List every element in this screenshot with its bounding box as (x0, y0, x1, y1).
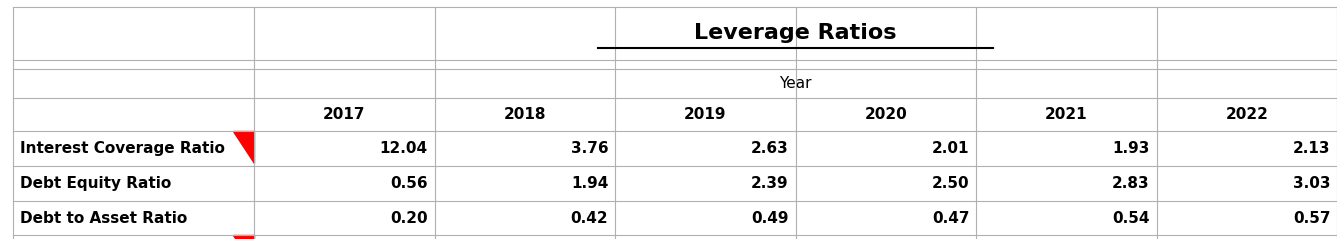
Text: 1.93: 1.93 (1112, 141, 1150, 156)
Text: Debt to Asset Ratio: Debt to Asset Ratio (20, 211, 187, 226)
Text: 2.39: 2.39 (751, 176, 789, 191)
Text: 3.03: 3.03 (1293, 176, 1330, 191)
Text: 0.57: 0.57 (1293, 211, 1330, 226)
Text: 2.01: 2.01 (932, 141, 969, 156)
Text: 0.42: 0.42 (571, 211, 608, 226)
Text: 2020: 2020 (865, 107, 906, 122)
Text: 0.56: 0.56 (390, 176, 428, 191)
Text: 2.83: 2.83 (1112, 176, 1150, 191)
Polygon shape (233, 235, 254, 239)
Text: 0.49: 0.49 (751, 211, 789, 226)
Text: Debt Equity Ratio: Debt Equity Ratio (20, 176, 171, 191)
Text: 0.20: 0.20 (390, 211, 428, 226)
Text: 0.47: 0.47 (932, 211, 969, 226)
Text: Year: Year (779, 76, 812, 91)
Text: Interest Coverage Ratio: Interest Coverage Ratio (20, 141, 225, 156)
Polygon shape (233, 131, 254, 163)
Text: 2017: 2017 (324, 107, 365, 122)
Text: 2019: 2019 (685, 107, 726, 122)
Text: 2018: 2018 (504, 107, 545, 122)
Text: 12.04: 12.04 (380, 141, 428, 156)
Text: 2.50: 2.50 (932, 176, 969, 191)
Text: Leverage Ratios: Leverage Ratios (694, 23, 897, 43)
Text: 2022: 2022 (1225, 107, 1269, 122)
Text: 2.63: 2.63 (751, 141, 789, 156)
Text: 2.13: 2.13 (1293, 141, 1330, 156)
Text: 2021: 2021 (1046, 107, 1087, 122)
Text: 3.76: 3.76 (571, 141, 608, 156)
Text: 0.54: 0.54 (1112, 211, 1150, 226)
Text: 1.94: 1.94 (571, 176, 608, 191)
